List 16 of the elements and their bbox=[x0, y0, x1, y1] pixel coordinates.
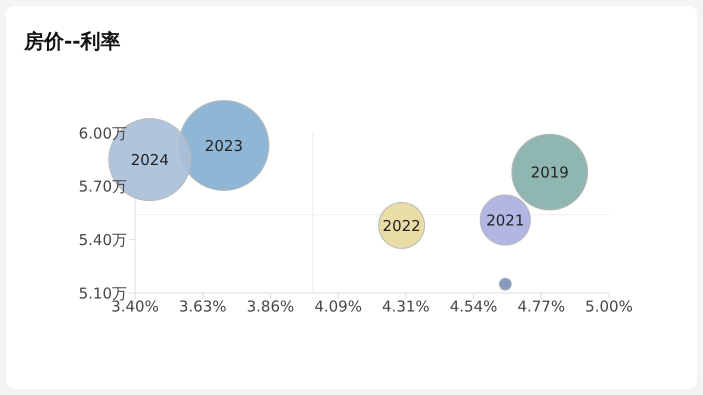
chart-title: 房价--利率 bbox=[24, 28, 121, 55]
x-tick-label: 5.00% bbox=[585, 298, 633, 316]
y-tick-label: 6.00万 bbox=[78, 124, 127, 142]
x-tick-label: 3.86% bbox=[246, 298, 294, 316]
annotation: 2024 bbox=[130, 150, 169, 169]
x-tick-label: 4.31% bbox=[382, 298, 430, 316]
x-tick-label: 3.63% bbox=[178, 298, 227, 316]
annotation: 2019 bbox=[530, 163, 569, 182]
x-tick-label: 4.54% bbox=[450, 298, 498, 316]
x-tick-label: 4.09% bbox=[314, 298, 362, 316]
annotation: 2023 bbox=[204, 136, 243, 155]
x-tick-label: 4.77% bbox=[517, 298, 566, 316]
annotation: 2022 bbox=[382, 216, 421, 235]
y-tick-label: 5.70万 bbox=[78, 178, 127, 196]
annotation: 2021 bbox=[486, 211, 524, 230]
y-tick-label: 5.40万 bbox=[78, 230, 127, 249]
